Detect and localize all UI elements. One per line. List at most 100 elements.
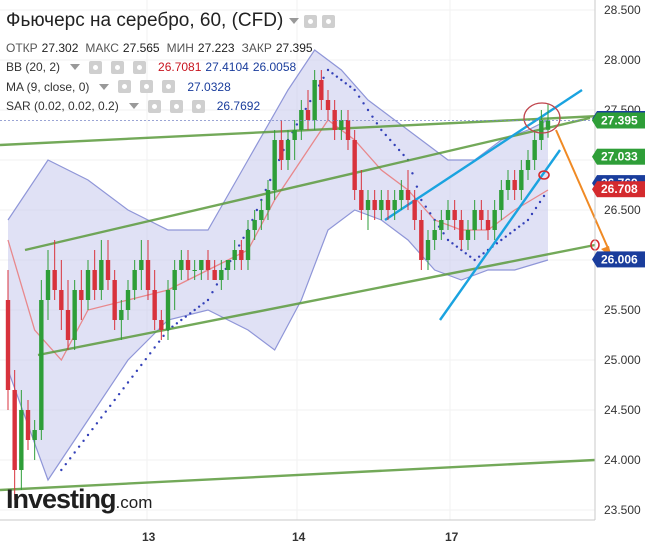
sar-dot	[100, 416, 103, 419]
candle-body	[332, 110, 337, 130]
sar-dot	[495, 242, 499, 245]
candle-body	[445, 210, 451, 220]
sar-dot	[269, 178, 272, 182]
sar-dot	[64, 462, 67, 466]
candle-body	[432, 230, 437, 240]
candle-body	[32, 430, 37, 440]
candle-body	[425, 240, 431, 260]
candle-body	[539, 120, 544, 140]
sar-dot	[113, 398, 116, 402]
candle-body	[139, 260, 144, 270]
x-tick-label: 13	[142, 530, 156, 544]
x-tick-label: 14	[292, 530, 306, 544]
sar-indicator-row[interactable]: SAR (0.02, 0.02, 0.2) 26.7692	[6, 97, 466, 117]
ma-value: 27.0328	[187, 79, 231, 94]
sar-label: SAR (0.02, 0.02, 0.2)	[6, 99, 119, 114]
sar-dot	[451, 242, 454, 245]
price-tag	[597, 251, 645, 268]
sar-dot	[335, 75, 339, 78]
y-tick-label: 28.000	[604, 53, 641, 67]
ohlc-close-label: ЗАКР	[241, 40, 272, 55]
candle-body	[519, 170, 524, 190]
candle-body	[399, 190, 404, 200]
sar-dot	[504, 235, 507, 238]
sar-dot	[122, 387, 125, 390]
candle-body	[405, 190, 411, 200]
settings-gear-icon[interactable]	[304, 14, 318, 28]
candle-body	[105, 260, 111, 280]
bb-settings-icon[interactable]	[111, 60, 125, 74]
candle-body	[25, 410, 31, 440]
bb-remove-icon[interactable]	[133, 60, 147, 74]
sar-dot	[131, 375, 134, 378]
sar-dot	[157, 340, 161, 343]
y-tick-label: 25.000	[604, 353, 641, 367]
sar-dot	[184, 315, 187, 318]
candle-body	[199, 260, 204, 270]
price-tag	[597, 148, 645, 165]
sar-settings-icon[interactable]	[169, 99, 183, 113]
ma-indicator-row[interactable]: MA (9, close, 0) 27.0328	[6, 77, 466, 97]
candle-body	[52, 270, 57, 290]
trend-line	[0, 113, 621, 147]
sar-value: 26.7692	[216, 99, 261, 114]
sar-dropdown-icon[interactable]	[128, 103, 139, 110]
bb-visibility-icon[interactable]	[89, 60, 103, 74]
ma-remove-icon[interactable]	[162, 80, 176, 94]
sar-dot	[242, 236, 245, 239]
ohlc-high-label: МАКС	[85, 40, 119, 55]
chart-title: Фьючерс на серебро, 60, (CFD)	[6, 10, 284, 31]
sar-dot	[73, 451, 76, 454]
sar-dot	[362, 102, 365, 105]
candle-body	[145, 260, 151, 290]
bb-upper-value: 27.4104	[205, 60, 249, 75]
candle-body	[19, 410, 24, 470]
y-tick-label: 23.500	[604, 503, 641, 517]
sar-dot	[344, 82, 347, 85]
price-tag-pointer	[592, 112, 597, 129]
sar-dot	[180, 318, 183, 322]
sar-dot	[237, 244, 241, 247]
sar-dot	[393, 143, 396, 147]
title-dropdown-icon[interactable]	[289, 18, 300, 24]
candle-body	[245, 230, 251, 260]
close-indicator-icon[interactable]	[322, 14, 336, 28]
sar-dot	[384, 133, 387, 137]
candle-body	[72, 290, 77, 340]
bb-indicator-row[interactable]: BB (20, 2) 26.7081 27.4104 26.0058	[6, 58, 466, 78]
candle-body	[159, 320, 164, 330]
ohlc-low-value: 27.223	[197, 40, 235, 55]
sar-dot	[326, 68, 330, 72]
sar-dot	[411, 172, 414, 175]
ma-dropdown-icon[interactable]	[99, 83, 110, 90]
sar-visibility-icon[interactable]	[147, 99, 161, 113]
candle-body	[372, 200, 377, 210]
sar-remove-icon[interactable]	[191, 99, 205, 113]
bb-middle-value: 26.7081	[158, 60, 202, 75]
candle-body	[479, 210, 484, 220]
y-tick-label: 25.500	[604, 303, 641, 317]
ma-settings-icon[interactable]	[140, 80, 154, 94]
bb-dropdown-icon[interactable]	[70, 64, 81, 71]
ohlc-high-value: 27.565	[122, 40, 160, 55]
candle-body	[65, 310, 71, 340]
sar-dot	[366, 108, 370, 112]
sar-dot	[442, 232, 445, 235]
candle-body	[359, 190, 364, 210]
candle-body	[185, 260, 191, 270]
candle-body	[192, 270, 197, 271]
candle-body	[39, 300, 44, 430]
ma-visibility-icon[interactable]	[118, 80, 132, 94]
sar-dot	[162, 334, 165, 338]
candle-body	[152, 290, 157, 320]
logo-main: Investing	[6, 484, 117, 514]
bb-label: BB (20, 2)	[6, 60, 61, 75]
sar-dot	[322, 76, 325, 79]
logo-suffix: .com	[115, 493, 153, 512]
sar-dot	[95, 422, 99, 425]
candle-body	[325, 100, 331, 110]
candle-body	[225, 260, 231, 270]
candle-body	[412, 200, 417, 220]
trend-line	[37, 243, 596, 357]
